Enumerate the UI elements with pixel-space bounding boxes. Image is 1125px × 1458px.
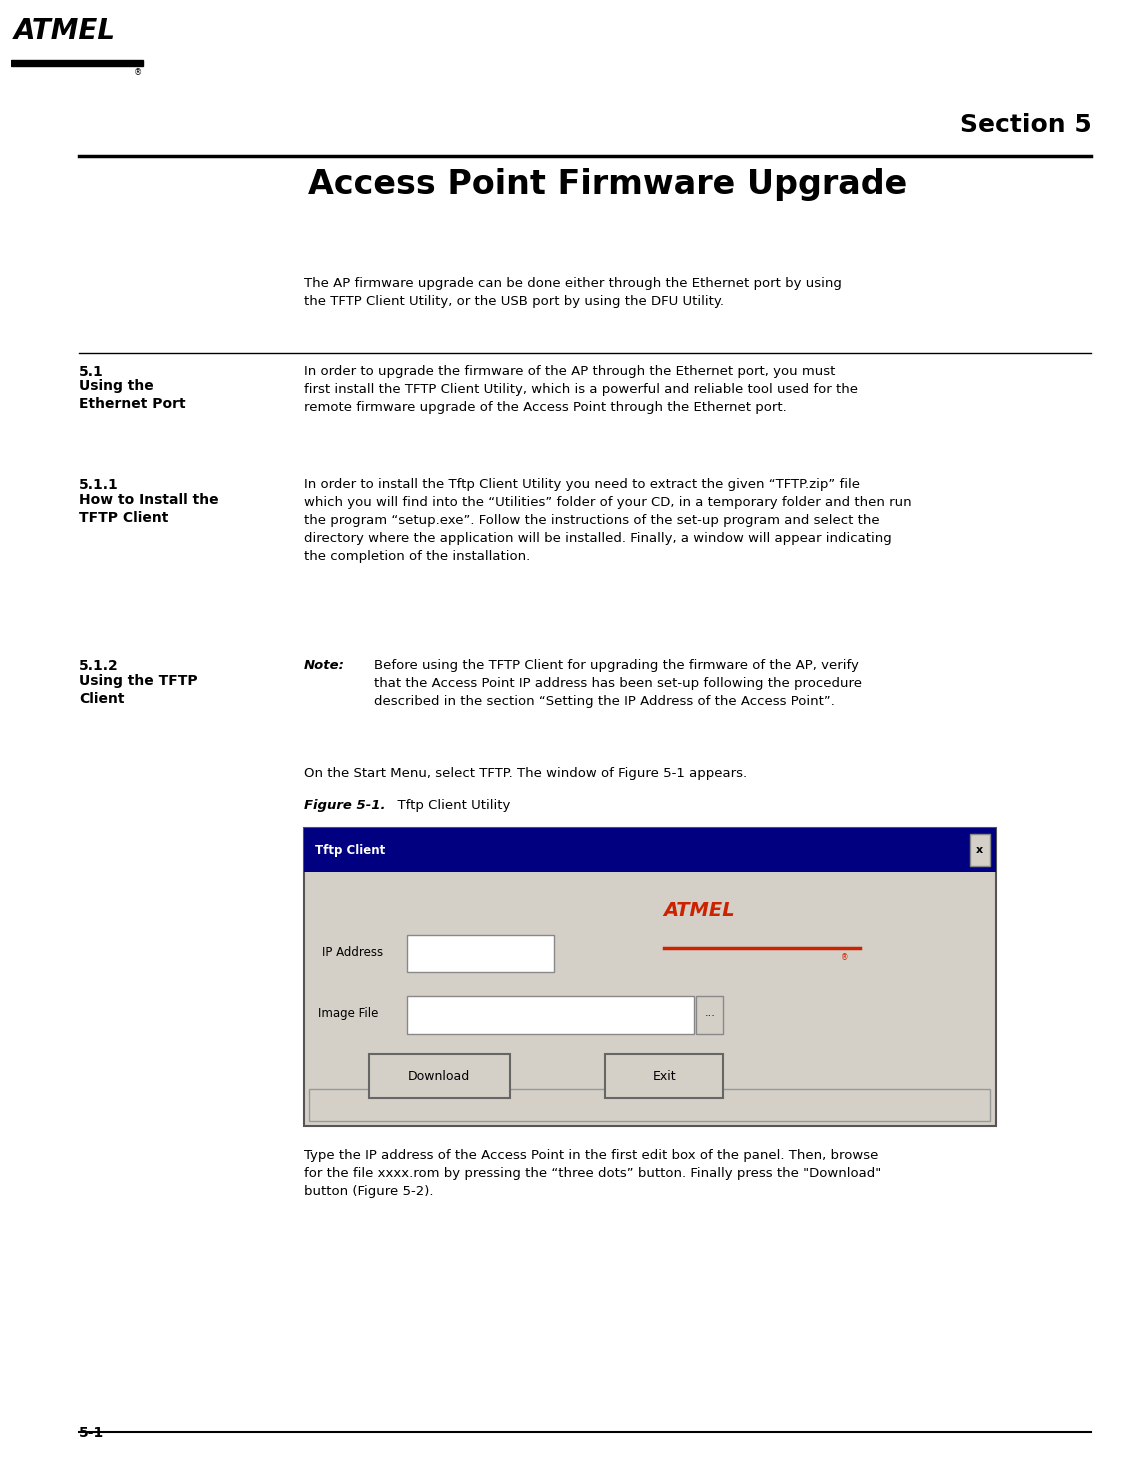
Text: Tftp Client: Tftp Client bbox=[315, 844, 385, 856]
Text: Using the TFTP
Client: Using the TFTP Client bbox=[79, 674, 197, 706]
Text: ...: ... bbox=[704, 1009, 716, 1018]
FancyBboxPatch shape bbox=[304, 828, 996, 1126]
Text: Type the IP address of the Access Point in the first edit box of the panel. Then: Type the IP address of the Access Point … bbox=[304, 1149, 881, 1198]
Text: Section 5: Section 5 bbox=[960, 114, 1091, 137]
Text: 5.1: 5.1 bbox=[79, 364, 104, 379]
Text: x: x bbox=[976, 846, 983, 854]
Text: Figure 5-1.: Figure 5-1. bbox=[304, 799, 385, 812]
Text: On the Start Menu, select TFTP. The window of Figure 5-1 appears.: On the Start Menu, select TFTP. The wind… bbox=[304, 767, 747, 780]
Text: In order to install the Tftp Client Utility you need to extract the given “TFTP.: In order to install the Tftp Client Util… bbox=[304, 478, 911, 563]
Text: IP Address: IP Address bbox=[322, 946, 383, 958]
Text: The AP firmware upgrade can be done either through the Ethernet port by using
th: The AP firmware upgrade can be done eith… bbox=[304, 277, 842, 308]
Text: 5-1: 5-1 bbox=[79, 1426, 104, 1441]
Text: Note:: Note: bbox=[304, 659, 344, 672]
Text: Download: Download bbox=[408, 1070, 470, 1082]
Text: Using the
Ethernet Port: Using the Ethernet Port bbox=[79, 379, 186, 411]
Text: Image File: Image File bbox=[318, 1007, 379, 1019]
FancyBboxPatch shape bbox=[970, 834, 990, 866]
FancyBboxPatch shape bbox=[304, 828, 996, 872]
Text: Access Point Firmware Upgrade: Access Point Firmware Upgrade bbox=[308, 168, 907, 201]
FancyBboxPatch shape bbox=[696, 996, 723, 1034]
Text: ATMEL: ATMEL bbox=[664, 901, 735, 920]
FancyBboxPatch shape bbox=[407, 996, 694, 1034]
FancyBboxPatch shape bbox=[605, 1054, 723, 1098]
FancyBboxPatch shape bbox=[369, 1054, 510, 1098]
FancyBboxPatch shape bbox=[309, 1089, 990, 1121]
Text: Exit: Exit bbox=[652, 1070, 676, 1082]
FancyBboxPatch shape bbox=[407, 935, 554, 972]
Text: How to Install the
TFTP Client: How to Install the TFTP Client bbox=[79, 493, 218, 525]
Text: Tftp Client Utility: Tftp Client Utility bbox=[389, 799, 511, 812]
Text: Before using the TFTP Client for upgrading the firmware of the AP, verify
that t: Before using the TFTP Client for upgradi… bbox=[374, 659, 862, 709]
Text: ATMEL: ATMEL bbox=[15, 17, 116, 45]
Text: ®: ® bbox=[842, 954, 848, 962]
Text: 5.1.2: 5.1.2 bbox=[79, 659, 118, 674]
Bar bbox=[11, 60, 143, 67]
Text: In order to upgrade the firmware of the AP through the Ethernet port, you must
f: In order to upgrade the firmware of the … bbox=[304, 364, 857, 414]
Text: ®: ® bbox=[134, 69, 143, 77]
Text: 5.1.1: 5.1.1 bbox=[79, 478, 118, 493]
